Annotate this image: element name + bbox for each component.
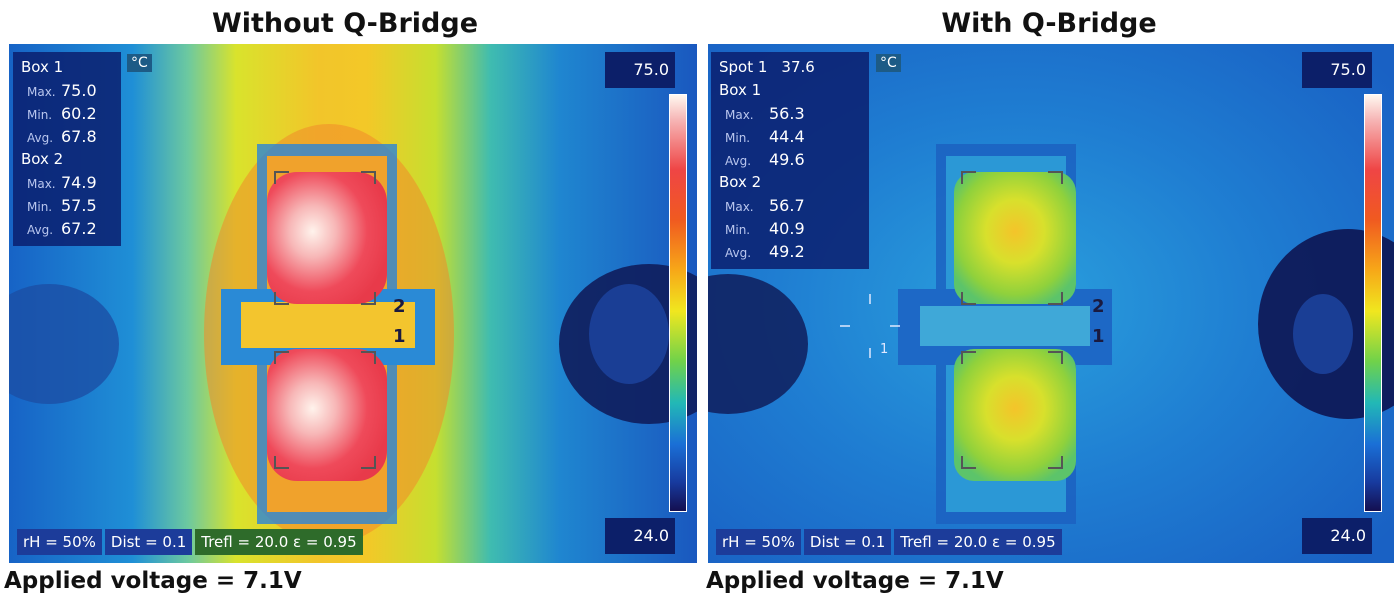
right-colorbar bbox=[1364, 94, 1382, 512]
left-measurement-box: Box 1 Max. 75.0 Min. 60.2 Avg. 67.8 Box 2 M… bbox=[13, 52, 121, 246]
spot1-value: 37.6 bbox=[781, 58, 815, 76]
box2-min-value: 57.5 bbox=[61, 196, 97, 215]
box1-max-value: 75.0 bbox=[61, 81, 97, 100]
left-applied-voltage: Applied voltage = 7.1V bbox=[4, 568, 302, 594]
right-scale-min: 24.0 bbox=[1302, 518, 1372, 554]
right-dist-status: Dist = 0.1 bbox=[803, 529, 892, 555]
right-marker-2: 2 bbox=[1092, 296, 1105, 317]
left-unit-badge: °C bbox=[127, 54, 152, 72]
box1-min-value: 60.2 bbox=[61, 104, 97, 123]
box2-min-label: Min. bbox=[725, 223, 751, 237]
box1-label: Box 1 bbox=[21, 58, 64, 76]
box1-avg-value: 67.8 bbox=[61, 127, 97, 146]
box1-max-label: Max. bbox=[27, 85, 56, 99]
right-rh-status: rH = 50% bbox=[716, 529, 801, 555]
box1-max-label: Max. bbox=[725, 108, 754, 122]
box1-min-label: Min. bbox=[725, 131, 751, 145]
left-colorbar bbox=[669, 94, 687, 512]
box2-max-value: 74.9 bbox=[61, 173, 97, 192]
box2-avg-label: Avg. bbox=[27, 223, 54, 237]
left-marker-1: 1 bbox=[393, 326, 406, 347]
left-status-bar: rH = 50% Dist = 0.1 Trefl = 20.0 ε = 0.9… bbox=[17, 529, 363, 555]
right-thermal-image: Spot 1 37.6 Box 1 Max. 56.3 Min. 44.4 Avg. 4… bbox=[708, 44, 1394, 563]
left-thermal-image: Box 1 Max. 75.0 Min. 60.2 Avg. 67.8 Box 2 M… bbox=[9, 44, 697, 563]
box2-label: Box 2 bbox=[719, 173, 762, 191]
box2-avg-label: Avg. bbox=[725, 246, 752, 260]
box1-avg-value: 49.6 bbox=[769, 150, 805, 169]
left-dist-status: Dist = 0.1 bbox=[104, 529, 193, 555]
box1-min-value: 44.4 bbox=[769, 127, 805, 146]
box1-avg-label: Avg. bbox=[27, 131, 54, 145]
right-scale-max: 75.0 bbox=[1302, 52, 1372, 88]
right-panel-title: With Q-Bridge bbox=[941, 8, 1157, 39]
left-trefl-status: Trefl = 20.0 ε = 0.95 bbox=[195, 529, 363, 555]
left-marker-2: 2 bbox=[393, 296, 406, 317]
spot1-label: Spot 1 bbox=[719, 58, 768, 76]
spot-marker-label: 1 bbox=[880, 342, 889, 357]
box1-min-label: Min. bbox=[27, 108, 53, 122]
right-trefl-status: Trefl = 20.0 ε = 0.95 bbox=[894, 529, 1062, 555]
box2-max-label: Max. bbox=[725, 200, 754, 214]
left-scale-max: 75.0 bbox=[605, 52, 675, 88]
box2-min-label: Min. bbox=[27, 200, 53, 214]
box2-avg-value: 67.2 bbox=[61, 219, 97, 238]
box2-avg-value: 49.2 bbox=[769, 242, 805, 261]
right-status-bar: rH = 50% Dist = 0.1 Trefl = 20.0 ε = 0.9… bbox=[716, 529, 1062, 555]
right-applied-voltage: Applied voltage = 7.1V bbox=[706, 568, 1004, 594]
box2-max-label: Max. bbox=[27, 177, 56, 191]
box1-avg-label: Avg. bbox=[725, 154, 752, 168]
right-unit-badge: °C bbox=[876, 54, 901, 72]
left-panel-title: Without Q-Bridge bbox=[211, 8, 479, 39]
left-rh-status: rH = 50% bbox=[17, 529, 102, 555]
left-scale-min: 24.0 bbox=[605, 518, 675, 554]
box2-max-value: 56.7 bbox=[769, 196, 805, 215]
box1-label: Box 1 bbox=[719, 81, 762, 99]
right-marker-1: 1 bbox=[1092, 326, 1105, 347]
box1-max-value: 56.3 bbox=[769, 104, 805, 123]
right-measurement-box: Spot 1 37.6 Box 1 Max. 56.3 Min. 44.4 Avg. 4… bbox=[711, 52, 869, 269]
left-thermal-heatmap bbox=[9, 44, 697, 563]
box2-min-value: 40.9 bbox=[769, 219, 805, 238]
box2-label: Box 2 bbox=[21, 150, 64, 168]
